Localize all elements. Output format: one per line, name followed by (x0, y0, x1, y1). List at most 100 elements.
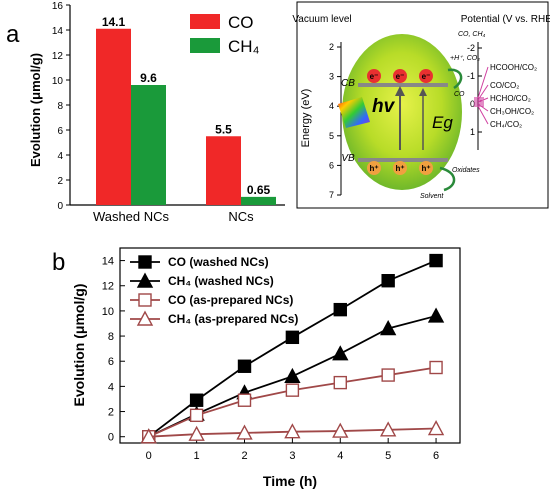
cb-label: CB (341, 78, 355, 89)
bandgap-arrow-head (419, 88, 427, 96)
redox-couple-label: CO/CO₂ (490, 81, 519, 90)
vacuum-level-label: Vacuum level (292, 14, 351, 25)
bar-co (206, 136, 241, 205)
data-point (237, 359, 252, 373)
data-point (429, 360, 443, 375)
vb-label: VB (341, 153, 355, 164)
products-label: CO, CH₄ (458, 31, 486, 38)
data-point (237, 393, 252, 407)
couple-leader (477, 66, 489, 99)
eg-label: Eg (432, 113, 453, 132)
y-tick-label: 12 (102, 281, 114, 293)
potential-tick-label: 1 (470, 127, 475, 137)
data-point (188, 425, 205, 441)
data-point (138, 255, 152, 269)
energy-tick-label: 7 (329, 190, 334, 200)
data-point (427, 307, 445, 323)
legend-label: CH₄ (as-prepared NCs) (168, 312, 298, 326)
panel-label-b: b (52, 249, 65, 276)
data-point (333, 375, 347, 390)
bar-value-label: 9.6 (140, 71, 157, 85)
energy-tick-label: 2 (329, 42, 334, 52)
couple-leader (477, 103, 489, 112)
y-tick-label: 2 (108, 407, 114, 419)
excitation-arrow-head (395, 86, 405, 96)
data-point (427, 420, 445, 436)
y-tick-label: 14 (52, 26, 64, 37)
energy-tick-label: 4 (329, 101, 334, 111)
data-point (284, 367, 301, 384)
y-tick-label: 4 (108, 381, 114, 393)
legend-label: CO (as-prepared NCs) (168, 293, 293, 307)
bar-ch4 (241, 196, 276, 205)
legend-label-co: CO (228, 13, 254, 32)
y-tick-label: 0 (108, 432, 114, 444)
data-point (136, 310, 154, 326)
y-tick-label: 6 (57, 126, 63, 137)
hole (393, 161, 407, 175)
data-point (332, 422, 349, 438)
couple-leader (477, 84, 489, 101)
y-axis-title: Evolution (μmol/g) (28, 53, 43, 167)
oxidation-arrow (439, 166, 456, 192)
data-point (332, 345, 349, 361)
hole-label: h⁺ (421, 164, 430, 173)
electron (393, 69, 407, 83)
data-point (140, 428, 157, 444)
bar-value-label: 0.65 (247, 183, 271, 197)
electron (367, 69, 381, 83)
redox-couple-label: CH₃OH/CO₂ (490, 107, 534, 116)
legend: CO CH₄ (190, 13, 260, 56)
y-tick-label: 12 (52, 51, 64, 62)
x-axis-title: Time (h) (263, 473, 317, 489)
data-point (189, 408, 204, 423)
y-tick-label: 0 (57, 201, 63, 212)
x-tick-label: 1 (194, 450, 200, 462)
energy-axis-title: Energy (eV) (300, 89, 312, 148)
bar-ch4 (131, 85, 166, 205)
y-tick-label: 10 (52, 76, 64, 87)
data-point (136, 272, 154, 288)
data-point (285, 330, 300, 345)
oxidates-label: Oxidates (452, 167, 480, 174)
potential-tick-label: -1 (467, 71, 475, 81)
electron (419, 69, 433, 83)
y-tick-label: 2 (57, 176, 63, 187)
hv-label: hv (372, 96, 396, 117)
legend-swatch-co (190, 14, 220, 29)
hole (419, 161, 433, 175)
potential-tick-label: -2 (467, 43, 475, 53)
bar-co (96, 28, 131, 205)
hole-label: h⁺ (369, 164, 378, 173)
y-tick-label: 6 (108, 356, 114, 368)
co-product-label: CO (454, 91, 465, 98)
y-tick-label: 10 (102, 306, 114, 318)
y-tick-label: 8 (108, 331, 114, 343)
data-point (189, 393, 204, 407)
energy-diagram: Vacuum level Potential (V vs. RHE) Energ… (292, 1, 550, 209)
electron-label: e⁻ (396, 72, 405, 81)
data-point (379, 320, 397, 336)
couple-leader (477, 97, 489, 103)
x-tick-label: 5 (385, 450, 391, 462)
legend-label: CH₄ (washed NCs) (168, 274, 274, 288)
data-point (429, 253, 443, 268)
legend-label-ch4: CH₄ (228, 37, 260, 56)
x-tick-label: 3 (289, 450, 295, 462)
couple-leader (477, 105, 489, 125)
data-point (381, 274, 395, 288)
hole (367, 161, 381, 175)
bar-chart: 0 2 4 6 8 10 12 14 16 14.1 9.6 Washed NCs 5.5 0.65 NC… (28, 1, 285, 224)
panel-label-a: a (6, 21, 20, 48)
legend-swatch-ch4 (190, 38, 220, 53)
reduction-arrow (447, 68, 463, 90)
y-tick-label: 16 (52, 1, 64, 12)
redox-couple-label: CH₄/CO₂ (490, 120, 522, 129)
y-tick-label: 8 (57, 101, 63, 112)
data-point (285, 383, 300, 397)
energy-tick-label: 5 (329, 131, 334, 141)
redox-couple-label: HCOOH/CO₂ (490, 63, 537, 72)
potential-title: Potential (V vs. RHE) (461, 14, 550, 25)
light-beam-icon (338, 97, 370, 128)
